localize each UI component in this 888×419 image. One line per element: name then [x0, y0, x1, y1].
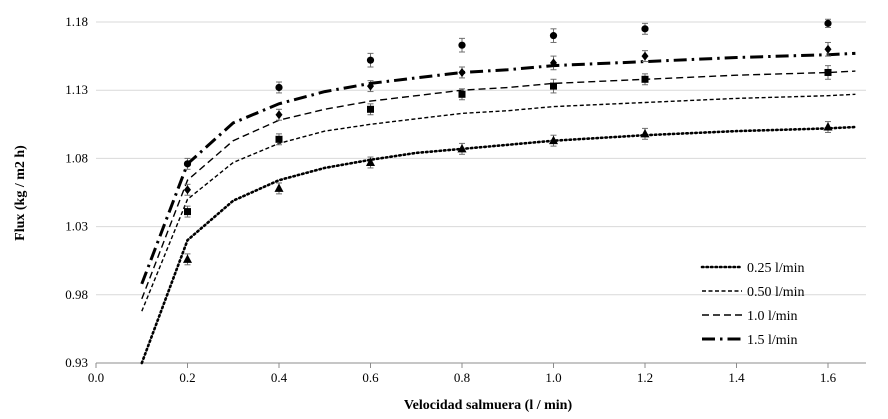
- fit-curve-circle: [140, 51, 856, 285]
- diamond-marker: [458, 67, 466, 77]
- fit-curve-triangle: [140, 125, 857, 365]
- legend-label: 0.50 l/min: [747, 285, 805, 300]
- y-tick-label: 1.08: [65, 150, 88, 165]
- triangle-marker: [549, 135, 558, 145]
- x-tick-label: 1.6: [820, 370, 837, 385]
- data-point: [367, 103, 374, 116]
- data-point: [458, 88, 466, 101]
- data-point: [549, 134, 558, 147]
- data-point: [549, 28, 558, 43]
- data-point: [640, 127, 650, 140]
- y-tick-label: 0.93: [65, 355, 88, 370]
- data-point: [550, 78, 557, 94]
- data-point: [824, 41, 832, 57]
- circle-marker: [275, 83, 283, 92]
- x-tick-label: 0.6: [362, 370, 379, 385]
- data-point: [824, 18, 832, 28]
- y-tick-label: 1.18: [65, 14, 88, 29]
- data-point: [184, 183, 191, 196]
- data-point: [275, 133, 283, 146]
- axes: 0.93 0.98 1.03 1.08 1.13 1.18 0.0 0.2 0.4 0.6 0.8 1…: [65, 14, 866, 385]
- fit-curve-diamond: [141, 70, 856, 300]
- x-tick-label: 0.4: [271, 370, 288, 385]
- data-point: [824, 65, 832, 80]
- grid: [96, 21, 866, 296]
- data-point: [183, 157, 192, 170]
- square-marker: [275, 135, 283, 143]
- circle-marker: [824, 19, 832, 27]
- circle-marker: [183, 160, 192, 168]
- legend-entry: 0.25 l/min: [700, 261, 805, 276]
- legend: 0.25 l/min 0.50 l/min 1.0 l/min 1.5 l/min: [700, 261, 805, 348]
- triangle-marker: [366, 157, 375, 166]
- circle-marker: [641, 25, 649, 33]
- data-point: [457, 142, 467, 155]
- diamond-marker: [367, 81, 374, 91]
- legend-label: 0.25 l/min: [747, 261, 805, 276]
- diamond-marker: [824, 44, 832, 54]
- circle-marker: [549, 32, 558, 40]
- diamond-marker: [641, 51, 649, 61]
- triangle-marker: [183, 254, 192, 263]
- legend-entry: 1.5 l/min: [702, 333, 798, 348]
- data-points: [183, 18, 833, 266]
- data-point: [458, 37, 466, 53]
- data-point: [550, 55, 557, 71]
- x-tick-label: 0.2: [179, 370, 195, 385]
- square-marker: [367, 105, 374, 113]
- fit-curve-square: [141, 93, 856, 312]
- legend-label: 1.0 l/min: [747, 309, 798, 324]
- data-point: [274, 182, 284, 195]
- y-tick-label: 1.13: [65, 82, 88, 97]
- fit-curves: [140, 51, 857, 365]
- data-point: [641, 22, 649, 35]
- data-point: [367, 80, 374, 93]
- y-tick-label: 0.98: [65, 287, 88, 302]
- x-tick-label: 0.0: [88, 370, 104, 385]
- data-point: [366, 156, 375, 169]
- data-point: [184, 205, 191, 218]
- data-point: [641, 73, 649, 86]
- data-point: [823, 121, 833, 133]
- x-tick-label: 1.0: [545, 370, 561, 385]
- triangle-marker: [640, 128, 650, 138]
- square-marker: [641, 75, 649, 83]
- data-point: [366, 52, 375, 68]
- y-tick-label: 1.03: [65, 219, 88, 234]
- diamond-marker: [184, 185, 191, 195]
- legend-label: 1.5 l/min: [747, 333, 798, 348]
- x-tick-label: 1.4: [728, 370, 745, 385]
- x-tick-label: 1.2: [637, 370, 653, 385]
- diamond-marker: [550, 58, 557, 68]
- x-axis-title: Velocidad salmuera (l / min): [404, 398, 573, 413]
- triangle-marker: [823, 122, 833, 131]
- data-point: [275, 81, 283, 94]
- legend-entry: 0.50 l/min: [702, 285, 805, 300]
- circle-marker: [366, 56, 375, 64]
- square-marker: [824, 68, 832, 76]
- x-tick-label: 0.8: [454, 370, 470, 385]
- data-point: [641, 50, 649, 63]
- y-axis-title: Flux (kg / m2 h): [13, 145, 28, 241]
- data-point: [275, 108, 283, 121]
- square-marker: [550, 82, 557, 90]
- legend-entry: 1.0 l/min: [702, 309, 798, 324]
- square-marker: [458, 90, 466, 98]
- data-point: [183, 253, 192, 266]
- diamond-marker: [275, 110, 283, 120]
- circle-marker: [458, 41, 466, 49]
- data-point: [458, 66, 466, 79]
- square-marker: [184, 208, 191, 216]
- triangle-marker: [274, 183, 284, 192]
- triangle-marker: [457, 143, 467, 153]
